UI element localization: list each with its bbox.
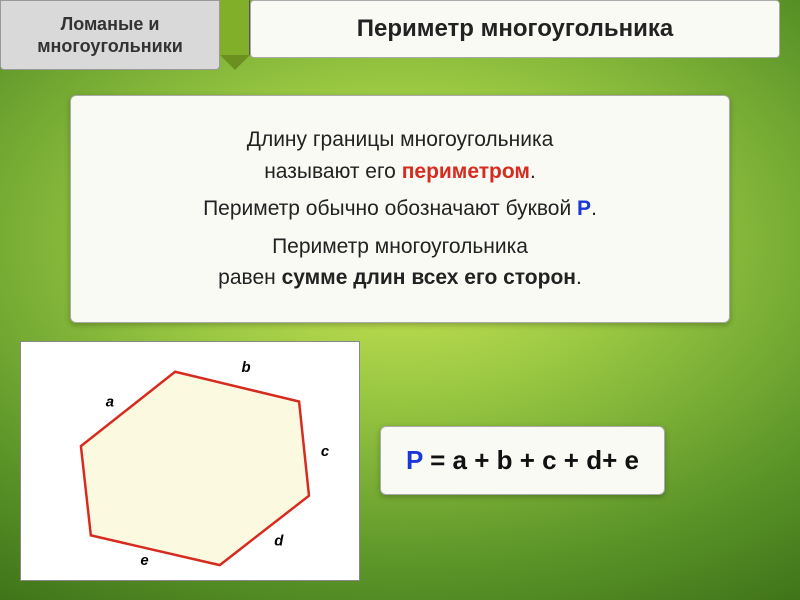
formula-rest: = a + b + c + d+ e	[423, 445, 639, 475]
side-label-c: c	[321, 444, 330, 460]
page-title: Периметр многоугольника	[357, 15, 674, 43]
def-line3b-bold: сумме длин всех его сторон	[282, 266, 576, 289]
polygon-figure: a b c d e	[20, 341, 360, 581]
side-label-a: a	[106, 394, 114, 410]
side-label-d: d	[274, 533, 284, 549]
definition-card: Длину границы многоугольника называют ег…	[70, 95, 730, 323]
def-line2-suffix: .	[591, 197, 597, 220]
def-line1a: Длину границы многоугольника	[247, 128, 554, 151]
formula-P: P	[406, 445, 423, 475]
tab-breadcrumb: Ломаные и многоугольники	[0, 0, 220, 70]
def-line3a: Периметр многоугольника	[272, 235, 528, 258]
lower-row: a b c d e P = a + b + c + d+ e	[0, 341, 800, 581]
tab-left-line1: Ломаные и	[61, 14, 160, 34]
def-line1b-suffix: .	[530, 160, 536, 183]
tab-title: Периметр многоугольника	[250, 0, 780, 58]
def-line3b-prefix: равен	[218, 266, 281, 289]
bookmark-ribbon	[220, 0, 250, 70]
side-label-e: e	[140, 553, 148, 569]
polygon-svg: a b c d e	[21, 342, 359, 580]
def-P-highlight: P	[577, 197, 591, 220]
def-perimeter-highlight: периметром	[402, 160, 530, 183]
def-line3b-suffix: .	[576, 266, 582, 289]
tab-left-line2: многоугольники	[37, 36, 183, 56]
def-line2-prefix: Периметр обычно обозначают буквой	[203, 197, 577, 220]
header-tabs: Ломаные и многоугольники Периметр многоу…	[0, 0, 800, 70]
def-line1b-prefix: называют его	[264, 160, 402, 183]
side-label-b: b	[242, 359, 251, 375]
formula-card: P = a + b + c + d+ e	[380, 426, 665, 495]
